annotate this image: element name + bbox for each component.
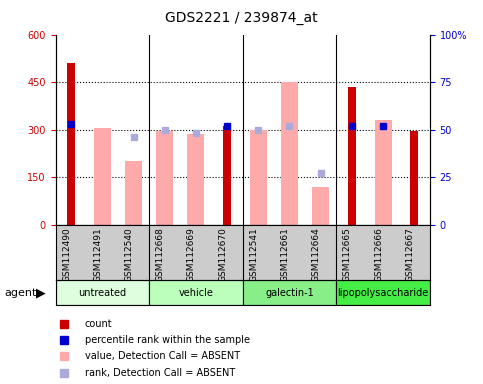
- Text: count: count: [85, 319, 113, 329]
- Text: GSM112541: GSM112541: [249, 227, 258, 282]
- Text: untreated: untreated: [78, 288, 127, 298]
- Text: value, Detection Call = ABSENT: value, Detection Call = ABSENT: [85, 351, 240, 361]
- Text: vehicle: vehicle: [179, 288, 213, 298]
- Bar: [149, 280, 242, 305]
- Text: GSM112665: GSM112665: [343, 227, 352, 282]
- Bar: [242, 280, 336, 305]
- Text: ▶: ▶: [36, 286, 46, 300]
- Bar: [281, 82, 298, 225]
- Bar: [67, 63, 75, 225]
- Bar: [312, 187, 329, 225]
- Text: rank, Detection Call = ABSENT: rank, Detection Call = ABSENT: [85, 368, 235, 378]
- Bar: [411, 131, 418, 225]
- Text: GSM112661: GSM112661: [281, 227, 289, 282]
- Bar: [94, 128, 111, 225]
- Bar: [250, 130, 267, 225]
- Text: agent: agent: [5, 288, 37, 298]
- Text: GSM112667: GSM112667: [405, 227, 414, 282]
- Text: GDS2221 / 239874_at: GDS2221 / 239874_at: [165, 11, 318, 25]
- Text: GSM112670: GSM112670: [218, 227, 227, 282]
- Text: GSM112669: GSM112669: [187, 227, 196, 282]
- Text: GSM112490: GSM112490: [62, 227, 71, 282]
- Text: percentile rank within the sample: percentile rank within the sample: [85, 335, 250, 345]
- Bar: [336, 280, 430, 305]
- Text: lipopolysaccharide: lipopolysaccharide: [338, 288, 429, 298]
- Text: GSM112491: GSM112491: [93, 227, 102, 282]
- Bar: [374, 120, 392, 225]
- Bar: [125, 161, 142, 225]
- Bar: [223, 126, 231, 225]
- Bar: [56, 280, 149, 305]
- Text: GSM112540: GSM112540: [125, 227, 133, 282]
- Bar: [156, 131, 173, 225]
- Bar: [187, 134, 204, 225]
- Bar: [348, 87, 356, 225]
- Text: GSM112666: GSM112666: [374, 227, 383, 282]
- Text: GSM112668: GSM112668: [156, 227, 165, 282]
- Text: GSM112664: GSM112664: [312, 227, 321, 282]
- Text: galectin-1: galectin-1: [265, 288, 314, 298]
